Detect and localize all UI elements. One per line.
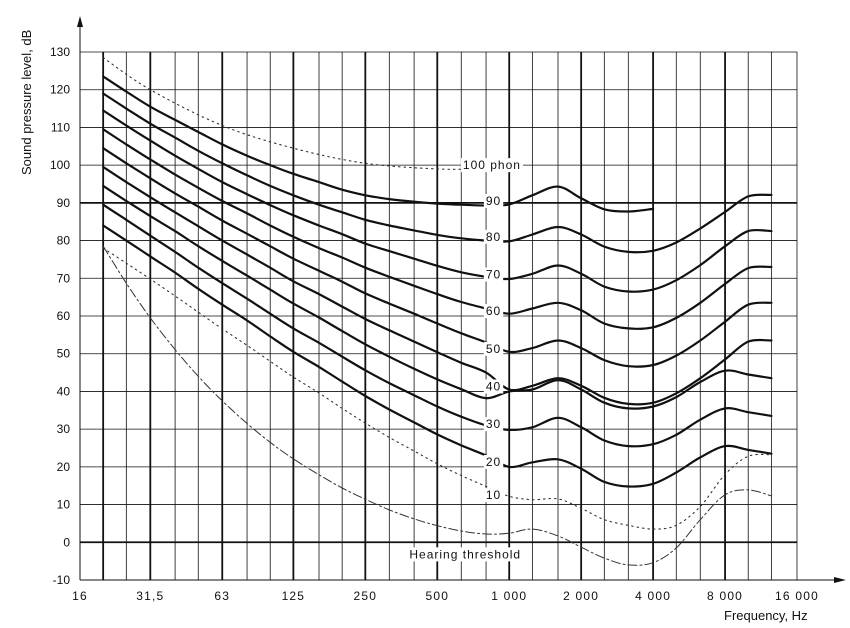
curve-label: 60 bbox=[486, 304, 501, 318]
curve-label: 10 bbox=[486, 488, 501, 502]
y-tick-label: 30 bbox=[57, 422, 71, 436]
x-tick-label: 250 bbox=[354, 589, 378, 603]
grid bbox=[80, 51, 798, 581]
curve-label-bg bbox=[483, 341, 504, 356]
x-tick-label: 16 000 bbox=[775, 589, 819, 603]
curve-30 bbox=[102, 203, 773, 448]
curve-labels: 100 phon 90 80 70 60 50 40 30 20 10 Hearing thresh… bbox=[407, 158, 524, 562]
curve-hearing-threshold bbox=[102, 245, 772, 566]
curve-10 bbox=[102, 247, 772, 530]
x-tick-label: 125 bbox=[282, 589, 306, 603]
curve-40 bbox=[102, 184, 773, 410]
x-tick-label: 4 000 bbox=[635, 589, 671, 603]
curve-label: 50 bbox=[486, 342, 501, 356]
curve-label-bg bbox=[483, 304, 504, 319]
curve-label: 70 bbox=[486, 268, 501, 282]
y-tick-label: 70 bbox=[57, 271, 71, 285]
curve-label-bg bbox=[407, 547, 524, 562]
curve-label: Hearing threshold bbox=[409, 547, 521, 561]
curve-label-bg bbox=[483, 488, 504, 503]
y-tick-label: 40 bbox=[57, 384, 71, 398]
y-axis-arrow bbox=[77, 16, 83, 27]
curves bbox=[102, 57, 797, 566]
curve-20 bbox=[102, 224, 773, 488]
curve-label: 100 phon bbox=[463, 158, 521, 172]
x-tick-label: 8 000 bbox=[707, 589, 743, 603]
curve-label: 80 bbox=[486, 230, 501, 244]
axes: -10 0 10 20 30 40 50 60 70 80 90 100 110 120 130 16 31,5… bbox=[50, 16, 846, 603]
y-tick-label: 80 bbox=[57, 234, 71, 248]
y-tick-label: 60 bbox=[57, 309, 71, 323]
curve-label: 90 bbox=[486, 194, 501, 208]
curve-label: 40 bbox=[486, 380, 501, 394]
y-tick-label: 100 bbox=[50, 158, 70, 172]
x-tick-label: 1 000 bbox=[491, 589, 527, 603]
y-tick-label: 130 bbox=[50, 45, 70, 59]
curve-80 bbox=[102, 109, 773, 293]
curve-label-bg bbox=[483, 229, 504, 244]
y-tick-label: 110 bbox=[51, 120, 70, 134]
y-tick-label: 50 bbox=[57, 347, 71, 361]
x-tick-label: 2 000 bbox=[563, 589, 599, 603]
y-tick-label: -10 bbox=[53, 573, 71, 587]
y-tick-label: 90 bbox=[57, 196, 71, 210]
x-tick-label: 31,5 bbox=[136, 589, 164, 603]
y-tick-label: 120 bbox=[50, 83, 70, 97]
x-axis-label: Frequency, Hz bbox=[724, 608, 808, 623]
curve-label: 20 bbox=[486, 455, 501, 469]
x-tick-label: 63 bbox=[214, 589, 230, 603]
curve-60 bbox=[102, 147, 773, 368]
curve-label-bg bbox=[483, 267, 504, 282]
x-tick-label: 500 bbox=[425, 589, 449, 603]
curve-70 bbox=[102, 128, 773, 330]
curve-label-bg bbox=[483, 379, 504, 394]
curve-90 bbox=[102, 92, 773, 254]
curve-label-bg bbox=[483, 454, 504, 469]
curve-label-bg bbox=[483, 193, 504, 208]
x-tick-label: 16 bbox=[72, 589, 88, 603]
curve-label-bg bbox=[483, 417, 504, 432]
x-axis-arrow bbox=[834, 577, 846, 583]
curve-50 bbox=[102, 165, 773, 406]
curve-label-bg bbox=[460, 158, 523, 173]
y-tick-label: 20 bbox=[57, 460, 71, 474]
curve-100-phon bbox=[102, 75, 655, 213]
y-tick-label: 0 bbox=[63, 535, 70, 549]
y-tick-label: 10 bbox=[57, 498, 71, 512]
curve-label: 30 bbox=[486, 417, 501, 431]
curve-upper-bound bbox=[102, 57, 487, 170]
y-axis-label: Sound pressure level, dB bbox=[19, 30, 34, 175]
